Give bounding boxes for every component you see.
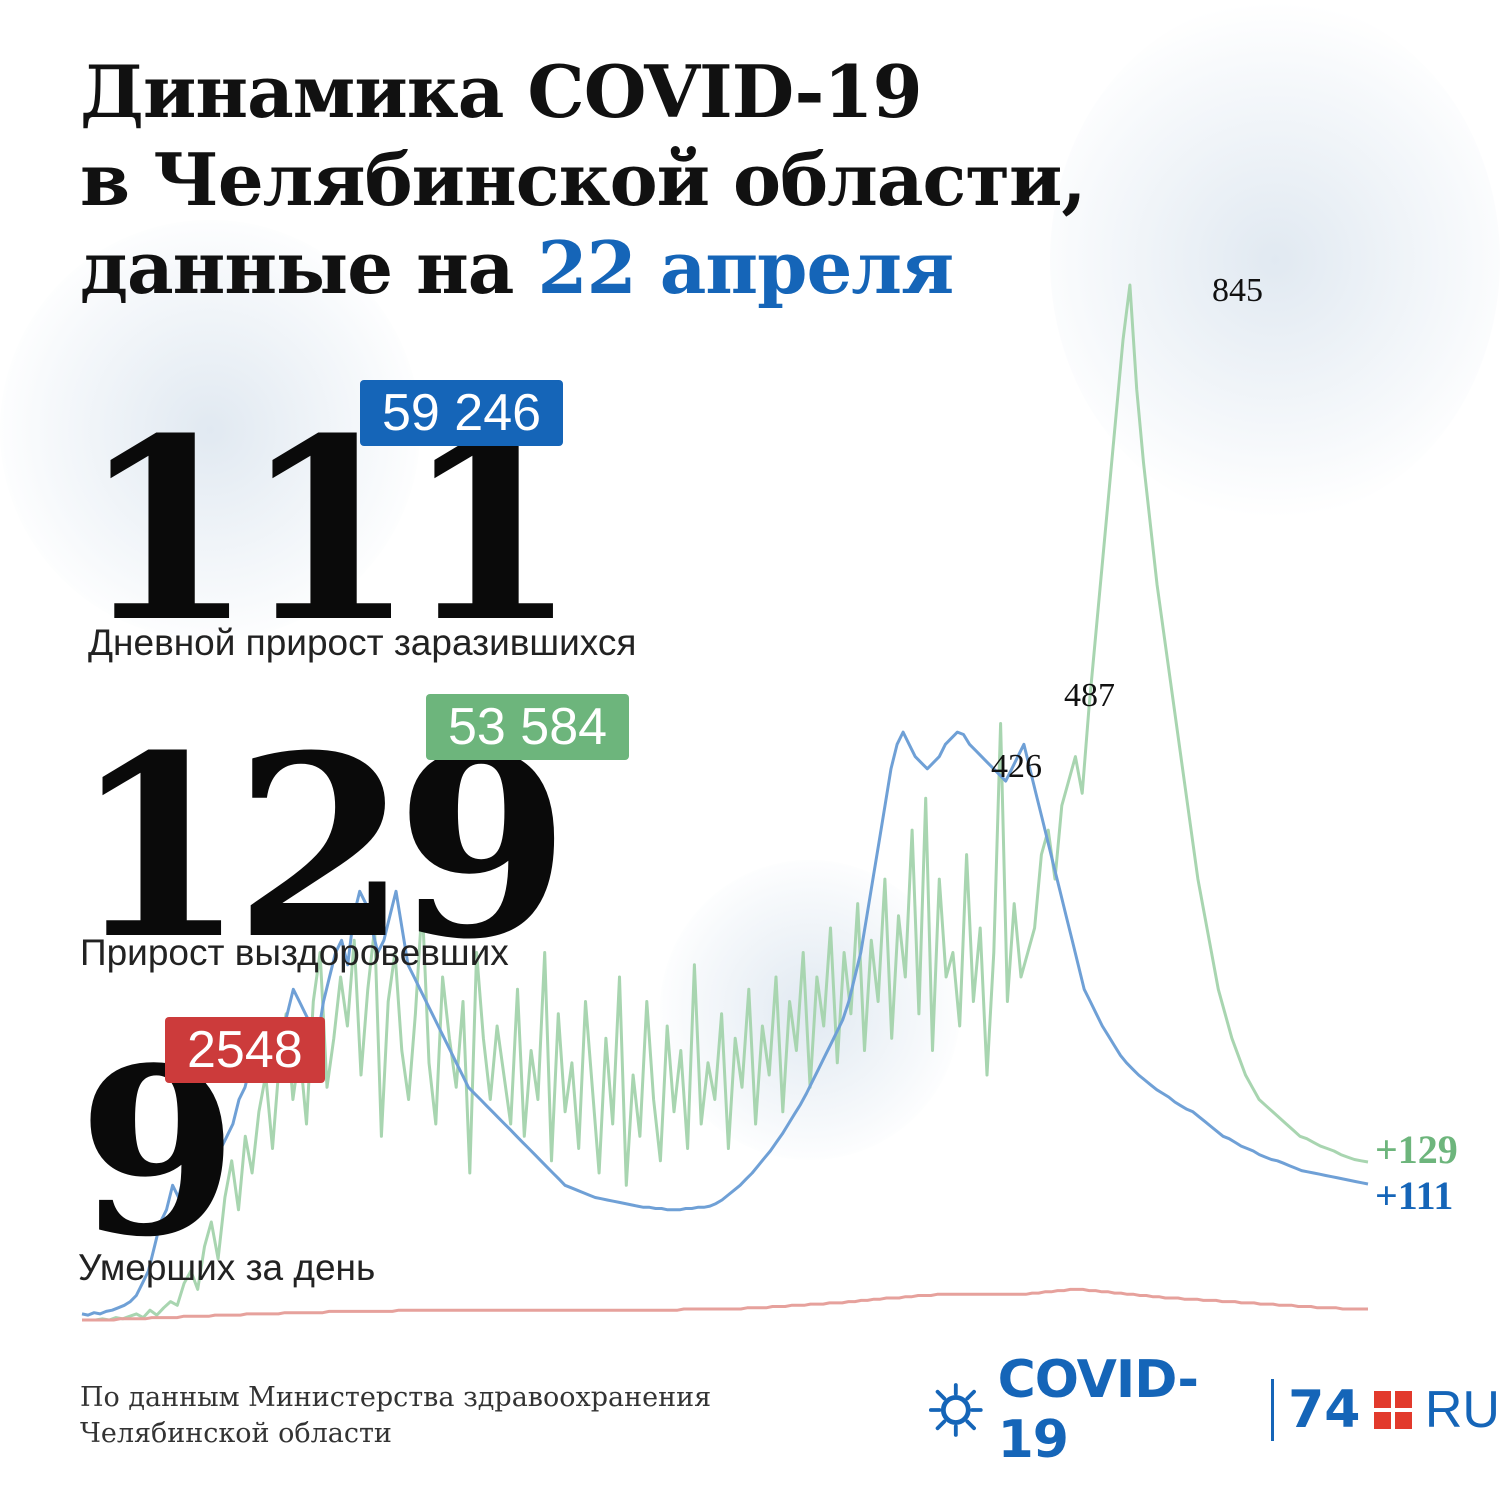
end-label-infected: +111: [1375, 1173, 1454, 1218]
title-line-1: Динамика COVID-19: [80, 49, 923, 134]
title-date: 22 апреля: [537, 225, 955, 310]
logo-74-text: 74: [1288, 1380, 1361, 1440]
covid-74-logo: COVID-19 74 RU: [928, 1350, 1500, 1470]
logo-covid-text: COVID-19: [997, 1350, 1199, 1470]
logo-divider: [1271, 1379, 1275, 1441]
recovered-label: Прирост выздоровевших: [80, 932, 509, 973]
end-label-recovered: +129: [1375, 1127, 1458, 1172]
peak-label-487: 487: [1064, 677, 1115, 714]
source-note: По данным Министерства здравоохранения Ч…: [80, 1382, 712, 1449]
peak-label-426: 426: [991, 748, 1042, 785]
background-virus-blob: [660, 860, 960, 1160]
title-line-2: в Челябинской области,: [80, 137, 1086, 222]
logo-ru-text: RU: [1424, 1381, 1500, 1439]
deaths-label: Умерших за день: [78, 1247, 376, 1288]
virus-icon: [928, 1383, 983, 1437]
infected-total-badge: 59 246: [360, 380, 564, 446]
infected-label: Дневной прирост заразившихся: [88, 622, 637, 663]
page-title: Динамика COVID-19 в Челябинской области,…: [80, 48, 1086, 312]
title-line-3: данные на: [80, 225, 538, 310]
recovered-daily-value: 129: [72, 700, 570, 994]
deaths-total-badge: 2548: [165, 1017, 325, 1083]
infected-daily-value: 111: [80, 383, 578, 677]
background-virus-blob: [1050, 0, 1500, 520]
background-virus-blob: [0, 220, 420, 640]
series-line-deaths: [82, 1287, 1368, 1322]
peak-label-845: 845: [1212, 272, 1263, 309]
recovered-total-badge: 53 584: [426, 694, 630, 760]
series-line-infected: [81, 730, 1369, 1317]
logo-red-squares-icon: [1374, 1391, 1413, 1429]
